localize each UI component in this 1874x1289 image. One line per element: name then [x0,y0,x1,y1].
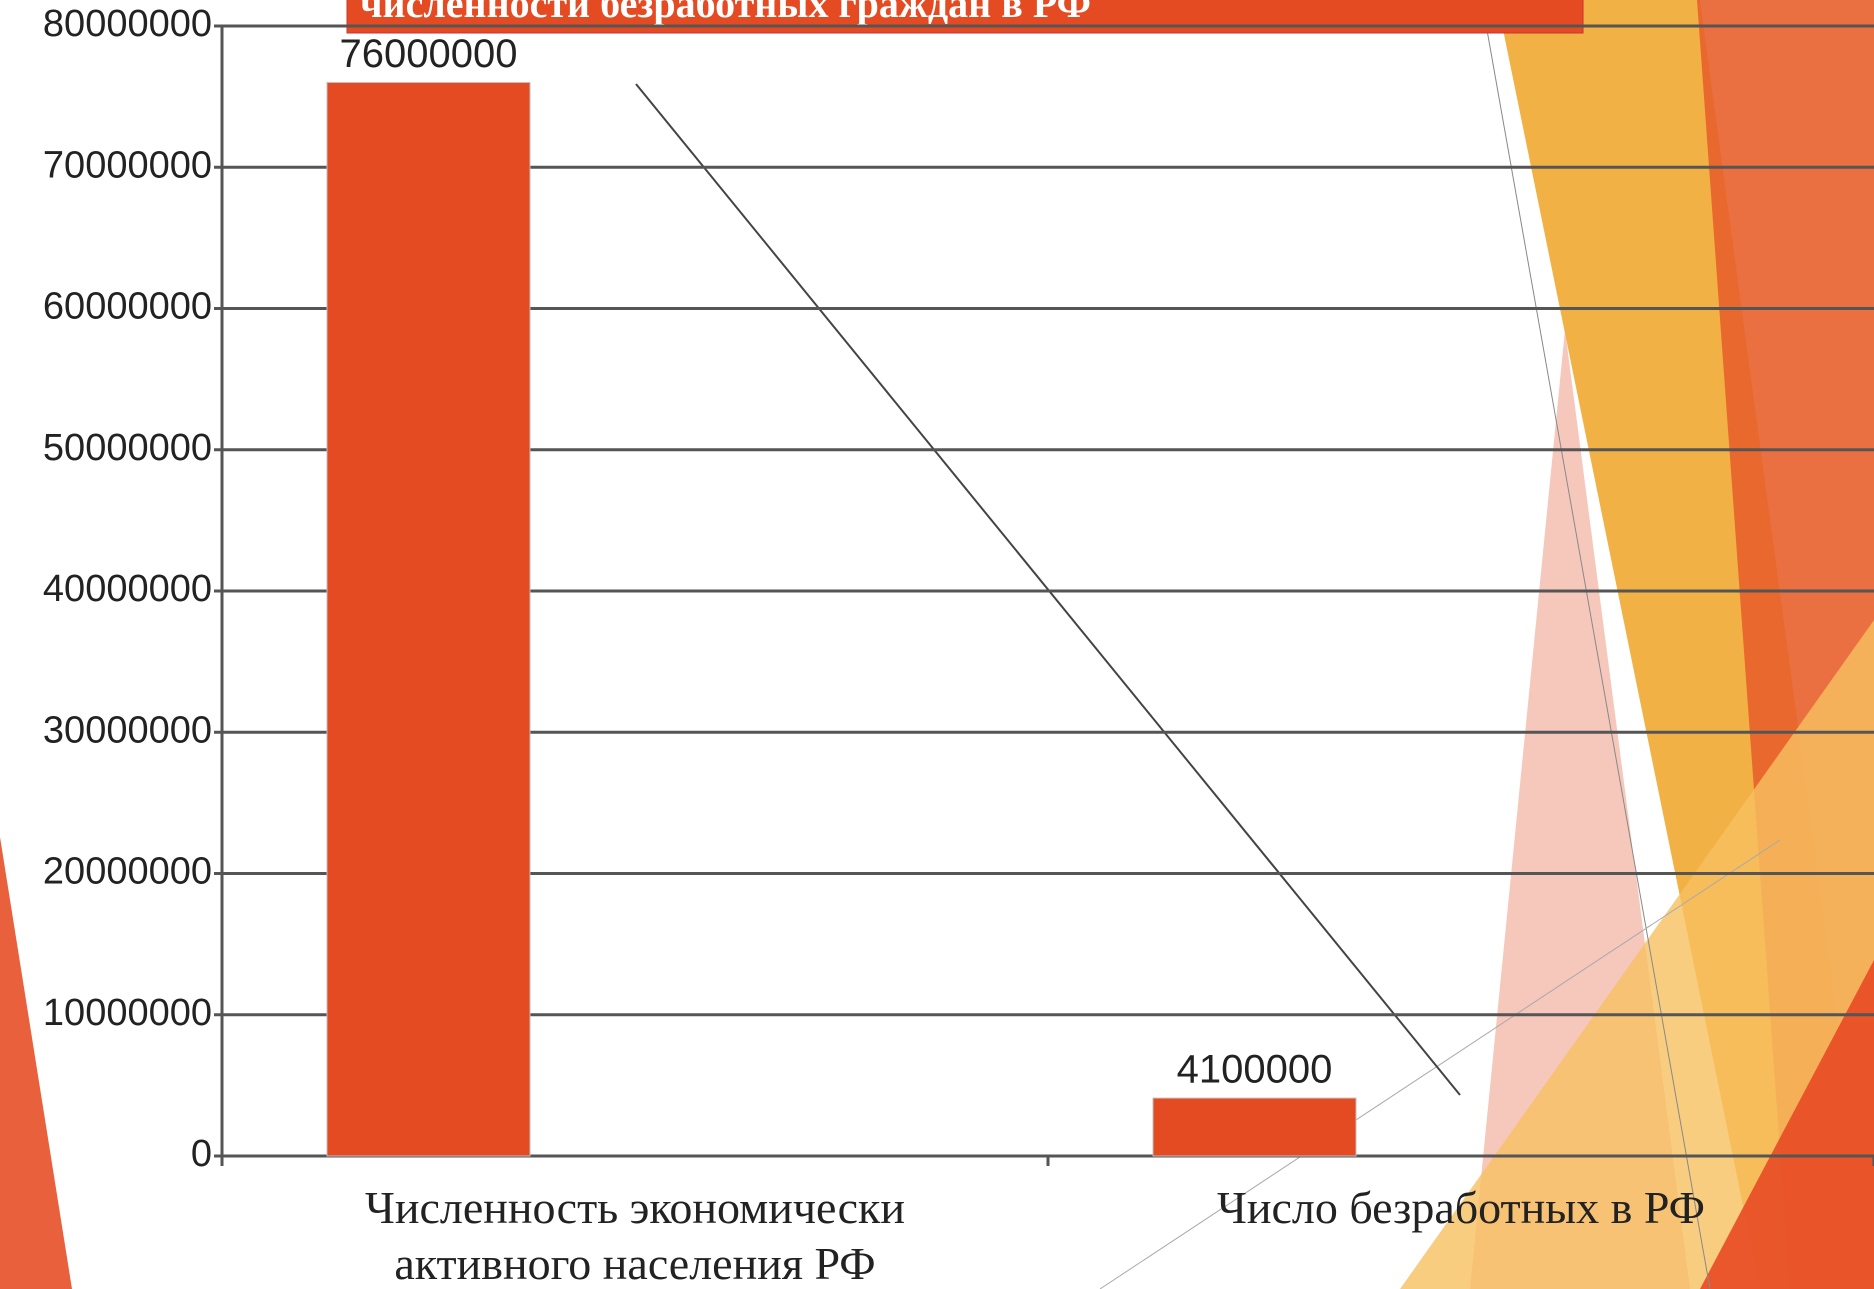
slide: численности безработных граждан в РФ 0 10… [0,0,1874,1289]
decor [0,837,72,1289]
y-tick-label: 70000000 [43,144,212,186]
y-tick-label: 10000000 [43,992,212,1034]
y-tick-label: 60000000 [43,286,212,328]
y-tick-label: 30000000 [43,709,212,751]
y-tick-label: 20000000 [43,851,212,893]
bar [1153,1098,1356,1156]
chart: численности безработных граждан в РФ 0 10… [0,0,1874,1289]
value-label: 76000000 [340,32,518,76]
bar [327,83,530,1157]
chart-title: численности безработных граждан в РФ [360,0,1091,26]
y-tick-label: 50000000 [43,427,212,469]
x-tick-label: Число безработных в РФ [1121,1180,1801,1236]
y-tick-label: 80000000 [43,3,212,45]
value-label: 4100000 [1177,1048,1333,1092]
y-tick-label: 40000000 [43,568,212,610]
x-tick-label: Численность экономически активного насел… [295,1180,975,1289]
y-tick-label: 0 [191,1133,212,1175]
